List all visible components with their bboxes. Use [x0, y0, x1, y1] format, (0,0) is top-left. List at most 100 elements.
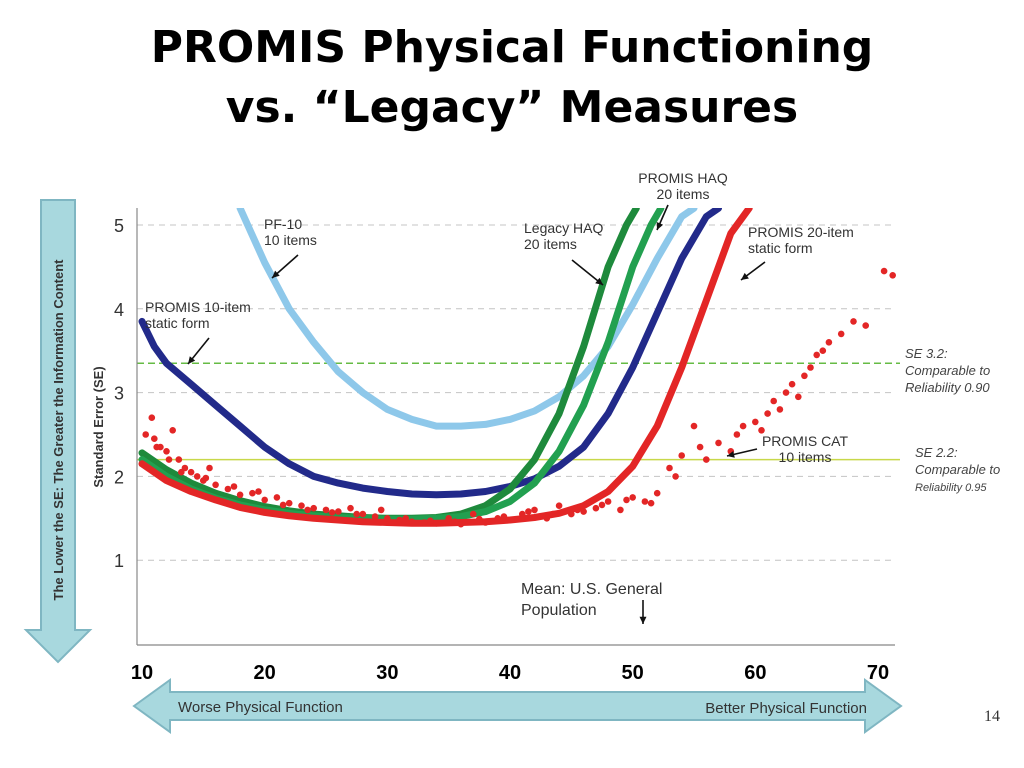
annotation-label: static form: [748, 240, 813, 256]
cat-point: [801, 372, 808, 380]
cat-point: [178, 468, 185, 476]
cat-point: [617, 506, 624, 514]
annotation-label: PROMIS HAQ: [638, 170, 728, 186]
slide-title-line-1: PROMIS Physical Functioning: [150, 22, 874, 73]
cat-point: [715, 439, 722, 447]
cat-point: [531, 506, 538, 514]
cat-point: [568, 510, 575, 518]
cat-point: [604, 498, 612, 505]
cat-point: [819, 347, 827, 355]
cat-point: [506, 516, 514, 524]
cat-point: [629, 494, 636, 501]
cat-point: [703, 456, 710, 463]
cat-point: [592, 504, 600, 512]
cat-point: [408, 518, 416, 525]
cat-point: [148, 414, 156, 422]
cat-point: [776, 406, 784, 413]
reference-line-label: Comparable to: [915, 462, 1000, 477]
cat-point: [788, 380, 796, 388]
x-tick-label: 40: [499, 662, 521, 684]
reference-line-label: SE 2.2:: [915, 445, 958, 460]
cat-point: [304, 506, 311, 514]
cat-point: [224, 485, 232, 493]
reference-line-label: Reliability 0.90: [905, 380, 990, 395]
annotation-arrowhead: [272, 270, 280, 278]
cat-point: [825, 339, 833, 346]
cat-point: [359, 510, 367, 518]
annotation-label: PF-10: [264, 216, 302, 232]
cat-point: [739, 422, 747, 430]
x-tick-label: 10: [131, 662, 153, 684]
worse-function-label: Worse Physical Function: [178, 699, 343, 716]
annotation-label: PROMIS 10-item: [145, 299, 251, 315]
slide-title: PROMIS Physical Functioning vs. “Legacy”…: [0, 18, 1024, 138]
y-tick-label: 4: [114, 300, 124, 320]
cat-point: [153, 443, 160, 451]
cat-point: [862, 322, 869, 329]
cat-point: [476, 515, 483, 523]
cat-point: [151, 435, 158, 443]
cat-point: [880, 267, 888, 275]
cat-point: [202, 474, 210, 482]
annotation-label: PROMIS CAT: [762, 433, 849, 449]
cat-point: [402, 515, 410, 522]
cat-point: [733, 431, 741, 438]
cat-point: [672, 473, 679, 480]
reference-line-label: Reliability 0.95: [915, 482, 987, 494]
cat-point: [193, 473, 201, 480]
cat-point: [623, 496, 630, 504]
cat-point: [335, 508, 342, 515]
cat-point: [261, 496, 269, 504]
cat-point: [230, 483, 238, 490]
x-tick-label: 60: [744, 662, 766, 684]
cat-point: [758, 427, 765, 434]
cat-point: [641, 498, 649, 505]
cat-point: [837, 330, 845, 338]
cat-point: [206, 464, 213, 472]
cat-point: [249, 489, 256, 497]
cat-point: [653, 489, 661, 497]
cat-point: [555, 502, 563, 510]
cat-point: [543, 515, 551, 522]
cat-point: [427, 517, 434, 525]
x-tick-label: 30: [376, 662, 398, 684]
annotation-label: 10 items: [264, 232, 317, 248]
y-tick-label: 1: [114, 551, 124, 571]
y-axis-label: Standard Error (SE): [91, 366, 106, 487]
annotation-arrowhead: [727, 451, 735, 458]
cat-point: [500, 513, 508, 520]
cat-point: [752, 418, 759, 426]
cat-point: [850, 318, 857, 325]
cat-point: [279, 501, 287, 509]
cat-point: [782, 389, 790, 396]
physical-function-arrow: [132, 678, 903, 734]
annotation-label: 10 items: [779, 449, 832, 465]
cat-point: [163, 448, 170, 455]
cat-point: [371, 513, 379, 520]
information-content-arrow-label: The Lower the SE: The Greater the Inform…: [51, 259, 66, 601]
cat-point: [384, 515, 391, 522]
cat-point: [574, 506, 581, 514]
cat-point: [377, 506, 385, 514]
cat-point: [175, 456, 183, 463]
cat-point: [807, 364, 814, 371]
cat-point: [165, 456, 173, 463]
cat-point: [451, 518, 459, 525]
annotation-label: Mean: U.S. General: [521, 581, 662, 598]
reference-line-label: SE 3.2:: [905, 346, 948, 361]
series-line: [138, 208, 722, 499]
page-number: 14: [984, 708, 1000, 725]
cat-point: [273, 494, 281, 501]
annotation-arrowhead: [595, 277, 603, 285]
cat-point: [169, 427, 176, 434]
reference-line-label: Comparable to: [905, 363, 990, 378]
x-tick-label: 20: [254, 662, 276, 684]
cat-point: [285, 499, 293, 507]
cat-point: [813, 351, 820, 359]
cat-point: [482, 519, 489, 526]
cat-point: [445, 515, 453, 522]
cat-point: [647, 499, 655, 507]
x-tick-label: 50: [622, 662, 644, 684]
y-tick-label: 2: [114, 467, 124, 487]
